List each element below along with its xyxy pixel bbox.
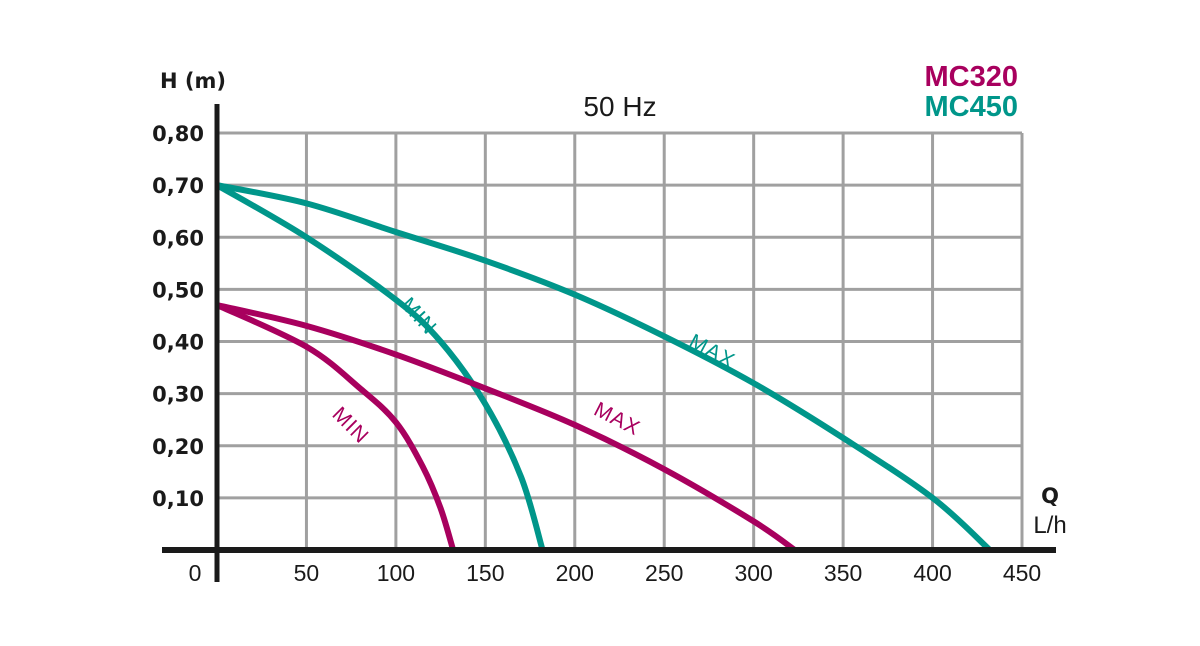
axes <box>162 104 1056 582</box>
y-axis-label: H (m) <box>160 69 226 93</box>
y-tick-label: 0,20 <box>152 435 204 459</box>
x-axis-label: Q <box>1041 484 1059 508</box>
y-tick-label: 0,10 <box>152 487 204 511</box>
curve-mc320-min <box>215 302 457 551</box>
grid <box>217 131 1024 550</box>
legend: MC320 MC450 <box>925 61 1019 123</box>
curve-mc320-max <box>216 302 797 553</box>
y-tick-label: 0,30 <box>152 383 204 407</box>
x-tick-label: 350 <box>824 560 862 586</box>
x-tick-label: 400 <box>913 560 951 586</box>
x-tick-label: 200 <box>556 560 594 586</box>
y-tick-label: 0,40 <box>152 331 204 355</box>
curve-mc450-max <box>216 182 992 553</box>
x-tick-label: 100 <box>377 560 415 586</box>
x-tick-label: 250 <box>645 560 683 586</box>
x-tick-label: 50 <box>294 560 320 586</box>
y-tick-label: 0,60 <box>152 226 204 250</box>
legend-entry-mc320: MC320 <box>925 61 1019 93</box>
x-tick-label: 150 <box>466 560 504 586</box>
x-tick-label: 0 <box>189 560 202 586</box>
curves <box>215 182 992 553</box>
curve-mc450-min <box>215 182 546 551</box>
curve-label-mc450-max: MAX <box>685 330 739 373</box>
legend-entry-mc450: MC450 <box>925 91 1019 123</box>
y-tick-label: 0,80 <box>152 122 204 146</box>
y-tick-labels: 0,10 0,20 0,30 0,40 0,50 0,60 0,70 0,80 <box>152 122 204 511</box>
x-tick-label: 450 <box>1003 560 1041 586</box>
x-axis-unit: L/h <box>1033 512 1066 539</box>
x-tick-labels: 0 50 100 150 200 250 300 350 400 450 <box>189 560 1042 586</box>
chart-title: 50 Hz <box>583 91 656 122</box>
curve-label-mc320-min: MIN <box>328 403 374 449</box>
y-tick-label: 0,70 <box>152 174 204 198</box>
y-tick-label: 0,50 <box>152 278 204 302</box>
x-tick-label: 300 <box>734 560 772 586</box>
